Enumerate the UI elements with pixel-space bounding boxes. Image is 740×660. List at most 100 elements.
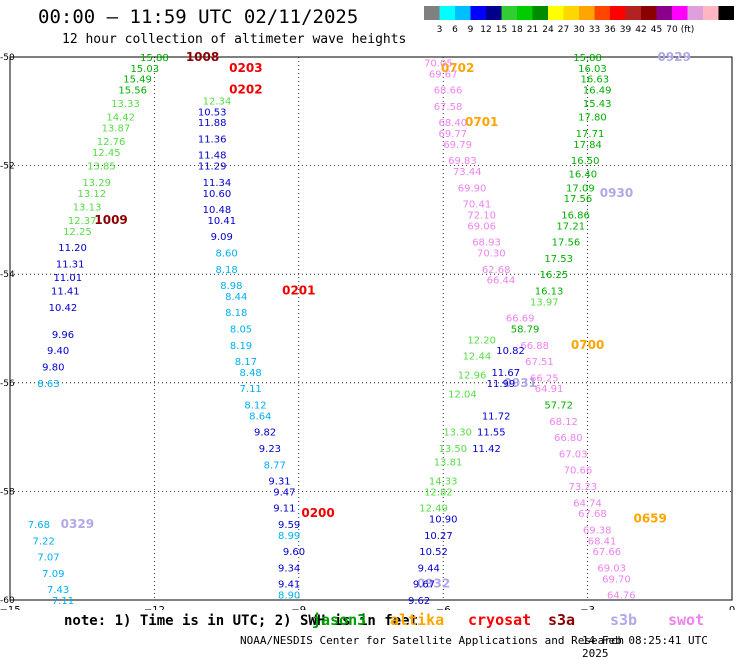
wave-height-point: 17.56 (564, 194, 593, 205)
wave-height-point: 67.03 (559, 449, 588, 460)
wave-height-point: 9.09 (211, 232, 233, 243)
page-subtitle: 12 hour collection of altimeter wave hei… (62, 32, 407, 47)
x-tick-label: −15 (0, 605, 21, 610)
wave-height-point: 66.80 (554, 433, 583, 444)
wave-height-point: 14.33 (429, 477, 458, 488)
wave-height-point: 64.91 (535, 384, 564, 395)
wave-height-point: 14.42 (106, 113, 135, 124)
wave-height-point: 11.55 (477, 428, 506, 439)
wave-height-point: 13.12 (78, 189, 107, 200)
wave-height-point: 9.80 (42, 363, 64, 374)
wave-height-point: 70.30 (477, 248, 506, 259)
wave-height-point: 9.59 (278, 520, 300, 531)
scale-swatch (517, 6, 533, 20)
wave-height-point: 11.42 (472, 444, 501, 455)
wave-height-point: 64.74 (573, 498, 602, 509)
wave-height-point: 9.82 (254, 428, 276, 439)
scale-label: 21 (527, 25, 538, 35)
scale-swatch (532, 6, 548, 20)
wave-height-chart: −15−12−9−6−30-50-52-54-56-58-6015.8815.0… (0, 50, 735, 610)
wave-height-point: 58.79 (511, 325, 540, 336)
wave-height-point: 12.45 (92, 148, 121, 159)
scale-label: 6 (452, 25, 458, 35)
wave-height-point: 8.64 (249, 411, 271, 422)
wave-height-point: 11.41 (51, 286, 80, 297)
pass-id-label: 0700 (571, 338, 604, 352)
wave-height-point: 17.80 (578, 113, 607, 124)
wave-height-point: 9.41 (278, 580, 300, 591)
wave-height-point: 7.11 (52, 596, 74, 607)
pass-id-label: 0931 (504, 376, 537, 390)
wave-height-point: 66.25 (530, 373, 559, 384)
wave-height-point: 8.44 (225, 292, 247, 303)
scale-label: 30 (573, 25, 585, 35)
pass-id-label: 0929 (658, 50, 691, 64)
wave-height-point: 10.27 (424, 531, 453, 542)
scale-label: 3 (437, 25, 443, 35)
wave-height-point: 17.56 (552, 238, 581, 249)
y-tick-label: -60 (0, 596, 15, 606)
pass-id-label: 1008 (186, 50, 219, 64)
wave-height-point: 13.97 (530, 297, 559, 308)
wave-height-point: 67.68 (578, 509, 607, 520)
wave-height-point: 15.43 (583, 99, 612, 110)
wave-height-point: 8.90 (278, 591, 300, 602)
wave-height-point: 12.34 (203, 96, 232, 107)
wave-height-point: 16.50 (571, 156, 600, 167)
wave-height-point: 10.42 (49, 303, 78, 314)
wave-height-point: 15.88 (140, 53, 169, 64)
wave-height-point: 9.31 (268, 477, 290, 488)
wave-height-point: 69.83 (448, 156, 477, 167)
wave-height-point: 8.18 (225, 308, 247, 319)
wave-height-point: 9.96 (52, 330, 74, 341)
footer-credit: NOAA/NESDIS Center for Satellite Applica… (240, 634, 625, 647)
legend-s3b: s3b (610, 611, 638, 629)
pass-id-label: 0930 (600, 186, 633, 200)
wave-height-point: 9.11 (273, 504, 295, 515)
wave-height-point: 10.90 (429, 515, 458, 526)
wave-height-point: 11.01 (53, 273, 82, 284)
wave-height-point: 13.87 (102, 124, 131, 135)
legend-cryosat: cryosat (468, 611, 532, 629)
scale-label: 12 (480, 25, 491, 35)
scale-label: 27 (558, 25, 569, 35)
wave-height-point: 69.90 (458, 183, 487, 194)
wave-height-point: 8.18 (215, 265, 237, 276)
wave-height-point: 16.49 (583, 86, 612, 97)
wave-height-point: 13.33 (111, 99, 140, 110)
wave-height-point: 69.67 (429, 69, 458, 80)
wave-height-point: 69.79 (443, 140, 472, 151)
pass-id-label: 0932 (417, 577, 450, 591)
scale-swatch (501, 6, 517, 20)
legend-s3a: s3a (548, 611, 576, 629)
wave-height-point: 12.04 (448, 390, 477, 401)
x-tick-label: −12 (144, 605, 165, 610)
wave-height-point: 11.29 (198, 162, 227, 173)
legend-jason3: jason3 (312, 611, 367, 629)
wave-height-point: 11.48 (198, 151, 227, 162)
wave-height-point: 7.68 (28, 520, 50, 531)
pass-id-label: 0329 (61, 517, 94, 531)
wave-height-point: 12.25 (63, 227, 92, 238)
pass-id-label: 0203 (229, 61, 262, 75)
pass-id-label: 0201 (282, 283, 315, 297)
wave-height-point: 17.21 (556, 221, 585, 232)
wave-height-point: 13.13 (73, 202, 102, 213)
scale-swatch (610, 6, 626, 20)
scale-label: 70 (666, 25, 678, 35)
wave-height-point: 8.99 (278, 531, 300, 542)
wave-height-point: 11.36 (198, 134, 227, 145)
wave-height-point: 10.52 (419, 547, 448, 558)
wave-height-point: 66.88 (520, 341, 549, 352)
pass-id-label: 0659 (633, 512, 666, 526)
wave-height-point: 9.23 (259, 444, 281, 455)
scale-swatch (594, 6, 610, 20)
legend-note: note: 1) Time is in UTC; 2) SWH is in fe… (64, 613, 419, 629)
scale-swatch (718, 6, 734, 20)
wave-height-point: 8.05 (230, 325, 252, 336)
scale-swatch (439, 6, 455, 20)
wave-height-point: 10.48 (203, 205, 232, 216)
wave-height-point: 12.37 (68, 216, 97, 227)
scale-swatch (563, 6, 579, 20)
wave-height-point: 11.34 (203, 178, 232, 189)
